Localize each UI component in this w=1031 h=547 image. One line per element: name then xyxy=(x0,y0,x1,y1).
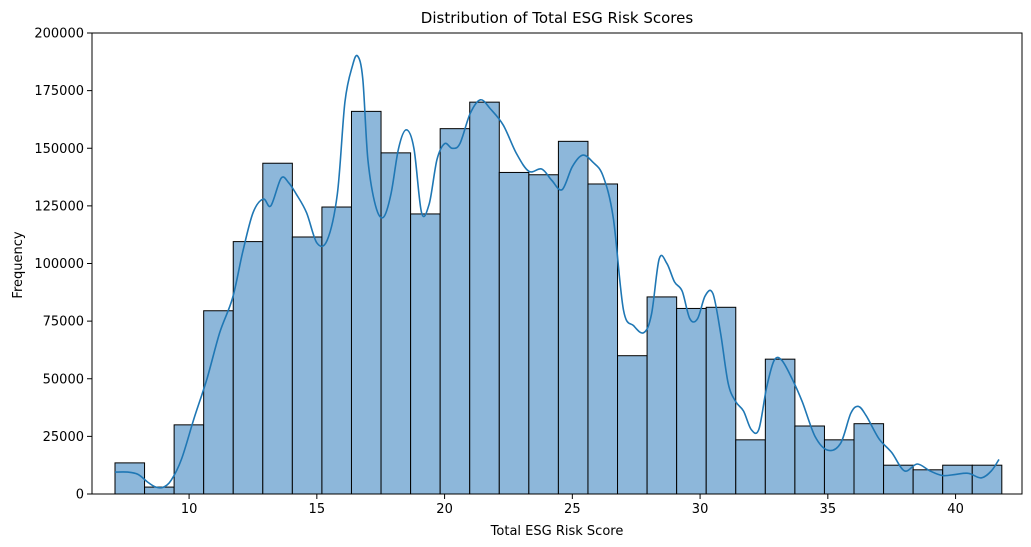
histogram-bar xyxy=(498,171,530,495)
histogram-bar xyxy=(410,213,441,495)
histogram-bar xyxy=(794,425,825,495)
kde-curve xyxy=(114,54,1000,489)
histogram-bar xyxy=(764,358,796,495)
y-tick-label: 125000 xyxy=(34,199,84,214)
histogram-bar xyxy=(114,462,146,495)
histogram-bar xyxy=(262,162,293,495)
x-tick-label: 35 xyxy=(820,502,837,517)
histogram-bar xyxy=(823,439,855,495)
histogram-bar xyxy=(321,206,352,495)
histogram-bar xyxy=(439,128,471,495)
histogram-bar xyxy=(617,355,648,495)
histogram-bar xyxy=(587,183,619,495)
y-tick-label: 175000 xyxy=(34,84,84,99)
histogram-bar xyxy=(646,296,678,495)
y-tick-label: 75000 xyxy=(43,315,84,330)
y-tick-label: 200000 xyxy=(34,27,84,42)
y-tick-label: 100000 xyxy=(34,257,84,272)
y-tick-label: 25000 xyxy=(43,430,84,445)
histogram-bar xyxy=(350,110,382,495)
y-axis-label: Frequency xyxy=(11,231,26,298)
histogram-bar xyxy=(971,464,1003,495)
x-tick-label: 20 xyxy=(436,502,453,517)
y-axis-ticks: 0 25000 50000 75000 100000 125000 150000 175000… xyxy=(34,27,92,503)
y-tick-label: 50000 xyxy=(43,372,84,387)
chart-title: Distribution of Total ESG Risk Scores xyxy=(421,9,694,27)
x-tick-label: 10 xyxy=(181,502,198,517)
x-tick-label: 30 xyxy=(692,502,709,517)
histogram-bar xyxy=(912,469,944,495)
y-tick-label: 150000 xyxy=(34,142,84,157)
y-tick-label: 0 xyxy=(76,488,84,503)
histogram-bar xyxy=(676,307,707,495)
histogram-bar xyxy=(528,174,559,495)
histogram-bar xyxy=(380,152,412,495)
histogram-bar xyxy=(735,439,766,495)
histogram-bar xyxy=(291,236,323,495)
x-tick-label: 25 xyxy=(564,502,581,517)
histogram-bars xyxy=(114,101,1003,495)
histogram-bar xyxy=(557,140,589,495)
x-axis-label: Total ESG Risk Score xyxy=(490,524,624,539)
histogram-bar xyxy=(853,423,885,495)
histogram-bar xyxy=(942,464,973,495)
x-tick-label: 15 xyxy=(309,502,326,517)
x-axis-ticks: 10 15 20 25 30 35 40 xyxy=(181,494,964,517)
histogram-bar xyxy=(469,101,500,495)
x-tick-label: 40 xyxy=(947,502,964,517)
